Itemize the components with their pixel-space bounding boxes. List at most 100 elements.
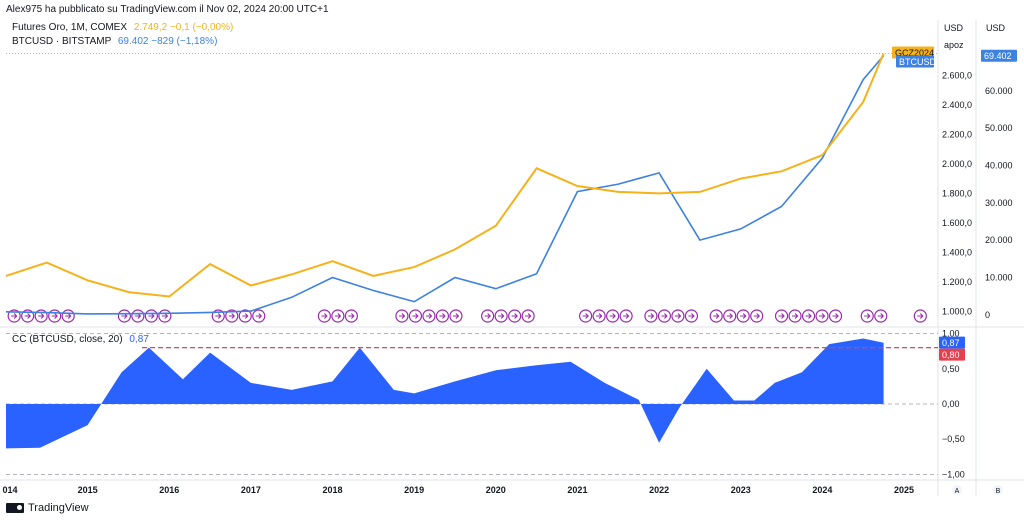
cc-tick-label: −1,00: [942, 469, 965, 479]
event-marker-arrow: [484, 313, 491, 319]
event-marker-arrow: [623, 313, 630, 319]
indicator-value: 0,87: [129, 334, 149, 345]
event-marker-arrow: [255, 313, 263, 319]
event-marker-arrow: [726, 313, 734, 319]
x-tick-label: 2015: [78, 485, 98, 495]
x-tick-label: 2018: [323, 485, 343, 495]
publish-header: Alex975 ha pubblicato su TradingView.com…: [6, 4, 329, 15]
event-marker-arrow: [674, 313, 682, 319]
gold-tick-label: 2.600,0: [942, 70, 972, 80]
btc-tick-label: 20.000: [985, 235, 1013, 245]
cc-value-tag-bg: [939, 336, 965, 349]
footer-brand[interactable]: TradingView: [6, 502, 89, 514]
btc-tick-label: 60.000: [985, 86, 1013, 96]
x-tick-label: 2016: [159, 485, 179, 495]
event-marker-arrow: [51, 313, 58, 319]
series-line-gold: [5, 53, 885, 298]
event-marker-arrow: [65, 313, 72, 319]
event-marker-arrow: [805, 313, 812, 319]
btc-tick-label: 50.000: [985, 123, 1013, 133]
series-line-btc: [5, 55, 885, 315]
left-scale-sub: apoz: [944, 40, 964, 50]
btc-tick-label: 10.000: [985, 272, 1013, 282]
cc-tick-label: 1,00: [942, 329, 960, 339]
gold-tick-label: 2.200,0: [942, 129, 972, 139]
event-marker-arrow: [242, 313, 249, 319]
event-marker-arrow: [321, 313, 328, 319]
indicator-name: CC (BTCUSD, close, 20): [12, 334, 123, 345]
event-marker-arrow: [792, 313, 799, 319]
event-marker-arrow: [425, 313, 433, 319]
x-tick-label: 014: [2, 485, 17, 495]
btc-symbol-tag: BTCUSD: [899, 57, 937, 67]
brand-name: TradingView: [28, 502, 89, 514]
gold-tick-label: 1.400,0: [942, 247, 972, 257]
gold-tick-label: 1.200,0: [942, 277, 972, 287]
event-marker-arrow: [609, 313, 616, 319]
cc-area: [6, 338, 884, 449]
scale-mode-a-icon: [952, 485, 962, 495]
event-marker-arrow: [228, 313, 236, 319]
legend-btc-values: 69.402 −829 (−1,18%): [117, 36, 218, 47]
gold-tick-label: 1.600,0: [942, 218, 972, 228]
scale-mode-b-icon: [993, 485, 1003, 495]
scale-mode-a-label: A: [955, 488, 960, 495]
event-marker-arrow: [334, 313, 342, 319]
event-marker-arrow: [740, 313, 747, 319]
event-marker-arrow: [215, 313, 222, 319]
chart-frame: USD apoz USD 2.600,0 2.400,0 2.200,0 2.000,0 1.…: [0, 20, 1024, 496]
event-marker-arrow: [38, 313, 45, 319]
btc-symbol-tag-bg: [896, 55, 934, 68]
event-marker-arrow: [864, 313, 871, 319]
left-scale-unit: USD: [944, 23, 964, 33]
event-marker-arrow: [917, 313, 924, 319]
event-marker-arrow: [832, 313, 839, 319]
event-marker-arrow: [525, 313, 532, 319]
scale-mode-b-label: B: [996, 488, 1001, 495]
gold-tick-label: 2.400,0: [942, 100, 972, 110]
x-tick-label: 2024: [812, 485, 832, 495]
x-tick-label: 2017: [241, 485, 261, 495]
legend-btc-name: BTCUSD · BITSTAMP: [12, 36, 112, 47]
cc-tick-label: 0,50: [942, 364, 960, 374]
tradingview-logo-icon: [6, 503, 24, 513]
btc-tick-label: 40.000: [985, 160, 1013, 170]
event-marker-arrow: [161, 313, 169, 319]
btc-price-tag: 69.402: [984, 51, 1012, 61]
x-tick-label: 2019: [404, 485, 424, 495]
btc-tick-label: 0: [985, 310, 990, 320]
x-tick-label: 2021: [567, 485, 587, 495]
x-tick-label: 2025: [894, 485, 914, 495]
cc-reference-tag: 0,80: [942, 350, 960, 360]
event-marker-arrow: [661, 313, 668, 319]
gold-symbol-tag: GCZ2024: [895, 48, 934, 58]
event-marker-arrow: [412, 313, 419, 319]
event-marker-arrow: [398, 313, 406, 319]
cc-tick-label: 0,00: [942, 399, 960, 409]
cc-reference-tag-bg: [939, 348, 965, 361]
event-marker-arrow: [596, 313, 603, 319]
event-marker-arrow: [24, 313, 31, 319]
event-marker-arrow: [713, 313, 720, 319]
event-marker-arrow: [148, 313, 155, 319]
legend-indicator[interactable]: CC (BTCUSD, close, 20) 0,87: [12, 334, 149, 345]
gold-tick-label: 2.000,0: [942, 159, 972, 169]
legend-gold-name: Futures Oro, 1M, COMEX: [12, 22, 128, 33]
event-marker-arrow: [348, 313, 355, 319]
event-marker-arrow: [439, 313, 446, 319]
event-marker-arrow: [688, 313, 695, 319]
gold-tick-label: 1.800,0: [942, 188, 972, 198]
event-marker-arrow: [452, 313, 460, 319]
event-marker-arrow: [647, 313, 655, 319]
cc-value-tag: 0,87: [942, 338, 960, 348]
legend-btc[interactable]: BTCUSD · BITSTAMP 69.402 −829 (−1,18%): [12, 36, 217, 47]
btc-price-tag-bg: [981, 49, 1017, 62]
event-marker-arrow: [753, 313, 761, 319]
event-marker-arrow: [877, 313, 885, 319]
event-marker-arrow: [11, 313, 18, 319]
right-scale-unit: USD: [986, 23, 1006, 33]
gold-tick-label: 1.000,0: [942, 306, 972, 316]
legend-gold[interactable]: Futures Oro, 1M, COMEX 2.749,2 −0,1 (−0,…: [12, 22, 233, 33]
